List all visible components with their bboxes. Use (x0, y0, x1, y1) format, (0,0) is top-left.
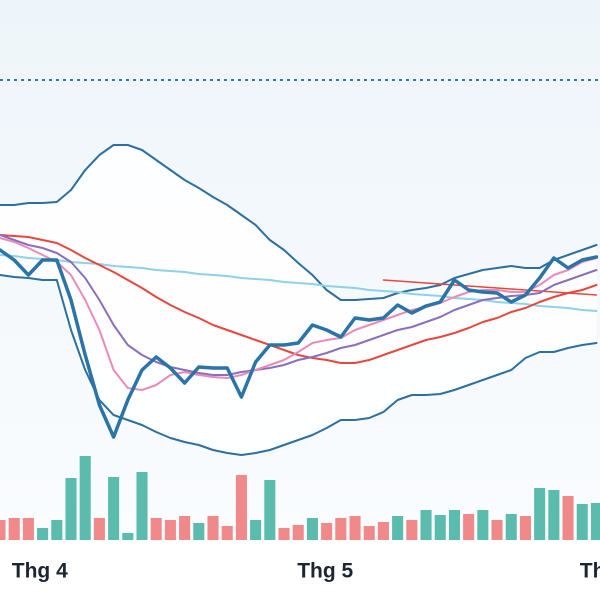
volume-bar (377, 522, 389, 540)
line-series (0, 234, 598, 376)
volume-bar (150, 518, 162, 540)
volume-bar (519, 516, 531, 540)
volume-bar (477, 510, 489, 540)
volume-bar (51, 520, 63, 540)
volume-bar (179, 516, 191, 540)
volume-bar (221, 526, 233, 540)
volume-bar (505, 514, 517, 540)
volume-bar (306, 518, 318, 540)
volume-bar (491, 520, 503, 540)
volume-bar (264, 480, 276, 540)
volume-bar (576, 504, 588, 540)
volume-bar (392, 516, 404, 540)
volume-bar (79, 456, 91, 540)
line-series (382, 279, 598, 296)
volume-bar (0, 520, 6, 540)
volume-bar (93, 518, 105, 540)
volume-bar (37, 528, 49, 540)
volume-bar (420, 510, 432, 540)
x-tick-label: Thg 4 (12, 560, 68, 583)
volume-bar (22, 518, 34, 540)
volume-bar (349, 516, 361, 540)
volume-bar (406, 520, 418, 540)
volume-bar (136, 472, 148, 540)
volume-bar (65, 478, 77, 540)
x-tick-label: Thg 5 (297, 560, 353, 583)
volume-bar (363, 526, 375, 540)
volume-bar (534, 488, 546, 540)
volume-bar (235, 475, 247, 540)
volume-bar (164, 520, 176, 540)
volume-bar (562, 496, 574, 540)
volume-bar (122, 533, 134, 540)
volume-bar (463, 514, 475, 540)
volume-bar (434, 515, 446, 540)
volume-bar (292, 525, 304, 540)
volume-bar (335, 518, 347, 540)
band-fill (0, 145, 597, 455)
volume-bar (448, 510, 460, 540)
volume-bar (321, 523, 333, 540)
axis-background (0, 540, 600, 600)
volume-bar (8, 518, 20, 540)
volume-bar (548, 490, 560, 540)
volume-bar (108, 477, 120, 540)
volume-bar (250, 520, 262, 540)
line-series (0, 248, 599, 439)
line-series (0, 237, 598, 391)
volume-bar (207, 516, 219, 540)
volume-bar (278, 528, 290, 540)
line-series (0, 234, 598, 364)
x-tick-label: Thg 6 (580, 560, 600, 583)
line-series (0, 144, 598, 301)
volume-bar (193, 523, 205, 540)
volume-bar (590, 503, 600, 540)
